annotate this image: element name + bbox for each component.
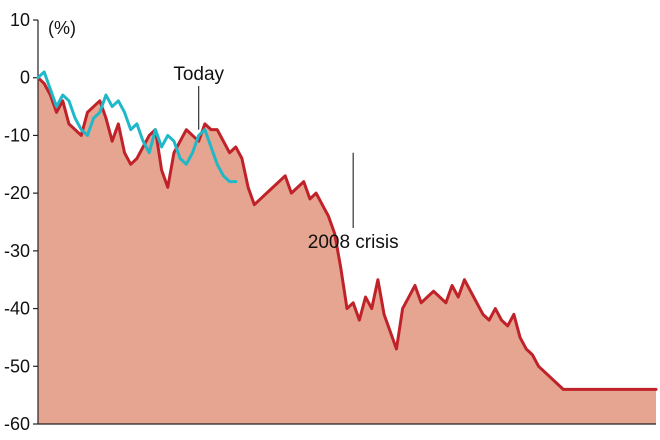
y-tick-label: 0 <box>20 68 30 88</box>
y-tick-label: -40 <box>4 299 30 319</box>
series-line-1 <box>36 70 238 184</box>
y-unit-label: (%) <box>48 18 76 38</box>
annotation-label: 2008 crisis <box>308 232 399 253</box>
annotations: Today 2008 crisis <box>173 64 398 253</box>
y-tick-label: -50 <box>4 356 30 376</box>
annotation-label: Today <box>173 64 224 85</box>
y-tick-label: -10 <box>4 125 30 145</box>
area-layer <box>38 77 656 424</box>
y-tick-label: -20 <box>4 183 30 203</box>
y-axis: 10 0 -10 -20 -30 -40 -50 -60 <box>4 10 656 434</box>
y-tick-label: 10 <box>10 10 30 30</box>
series-line-0 <box>36 76 658 391</box>
y-tick-label: -60 <box>4 414 30 434</box>
series-lines <box>36 70 658 391</box>
area-fill-0 <box>38 77 656 424</box>
y-tick-label: -30 <box>4 241 30 261</box>
